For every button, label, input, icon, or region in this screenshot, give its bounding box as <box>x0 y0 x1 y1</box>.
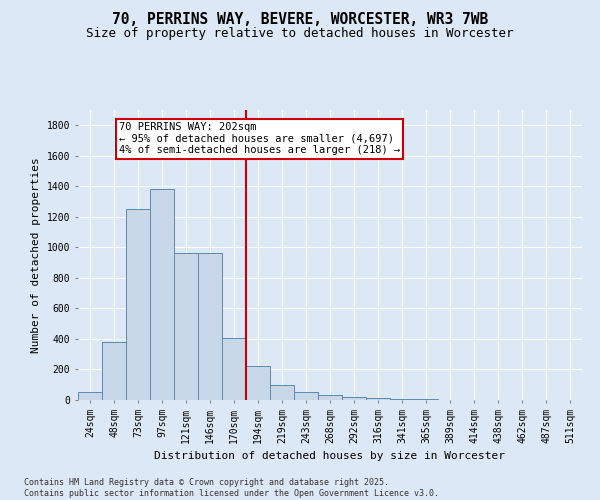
Text: 70 PERRINS WAY: 202sqm
← 95% of detached houses are smaller (4,697)
4% of semi-d: 70 PERRINS WAY: 202sqm ← 95% of detached… <box>119 122 400 156</box>
Bar <box>270 384 294 400</box>
Bar <box>366 398 390 400</box>
Text: Contains HM Land Registry data © Crown copyright and database right 2025.
Contai: Contains HM Land Registry data © Crown c… <box>24 478 439 498</box>
Text: Size of property relative to detached houses in Worcester: Size of property relative to detached ho… <box>86 28 514 40</box>
X-axis label: Distribution of detached houses by size in Worcester: Distribution of detached houses by size … <box>155 451 505 461</box>
Bar <box>414 399 438 400</box>
Bar <box>126 209 150 400</box>
Bar <box>78 392 102 400</box>
Y-axis label: Number of detached properties: Number of detached properties <box>31 157 41 353</box>
Bar <box>342 397 366 400</box>
Bar <box>294 392 318 400</box>
Bar <box>390 399 414 400</box>
Text: 70, PERRINS WAY, BEVERE, WORCESTER, WR3 7WB: 70, PERRINS WAY, BEVERE, WORCESTER, WR3 … <box>112 12 488 28</box>
Bar <box>150 190 174 400</box>
Bar <box>102 342 126 400</box>
Bar <box>222 338 246 400</box>
Bar <box>246 366 270 400</box>
Bar <box>198 254 222 400</box>
Bar <box>174 254 198 400</box>
Bar <box>318 396 342 400</box>
